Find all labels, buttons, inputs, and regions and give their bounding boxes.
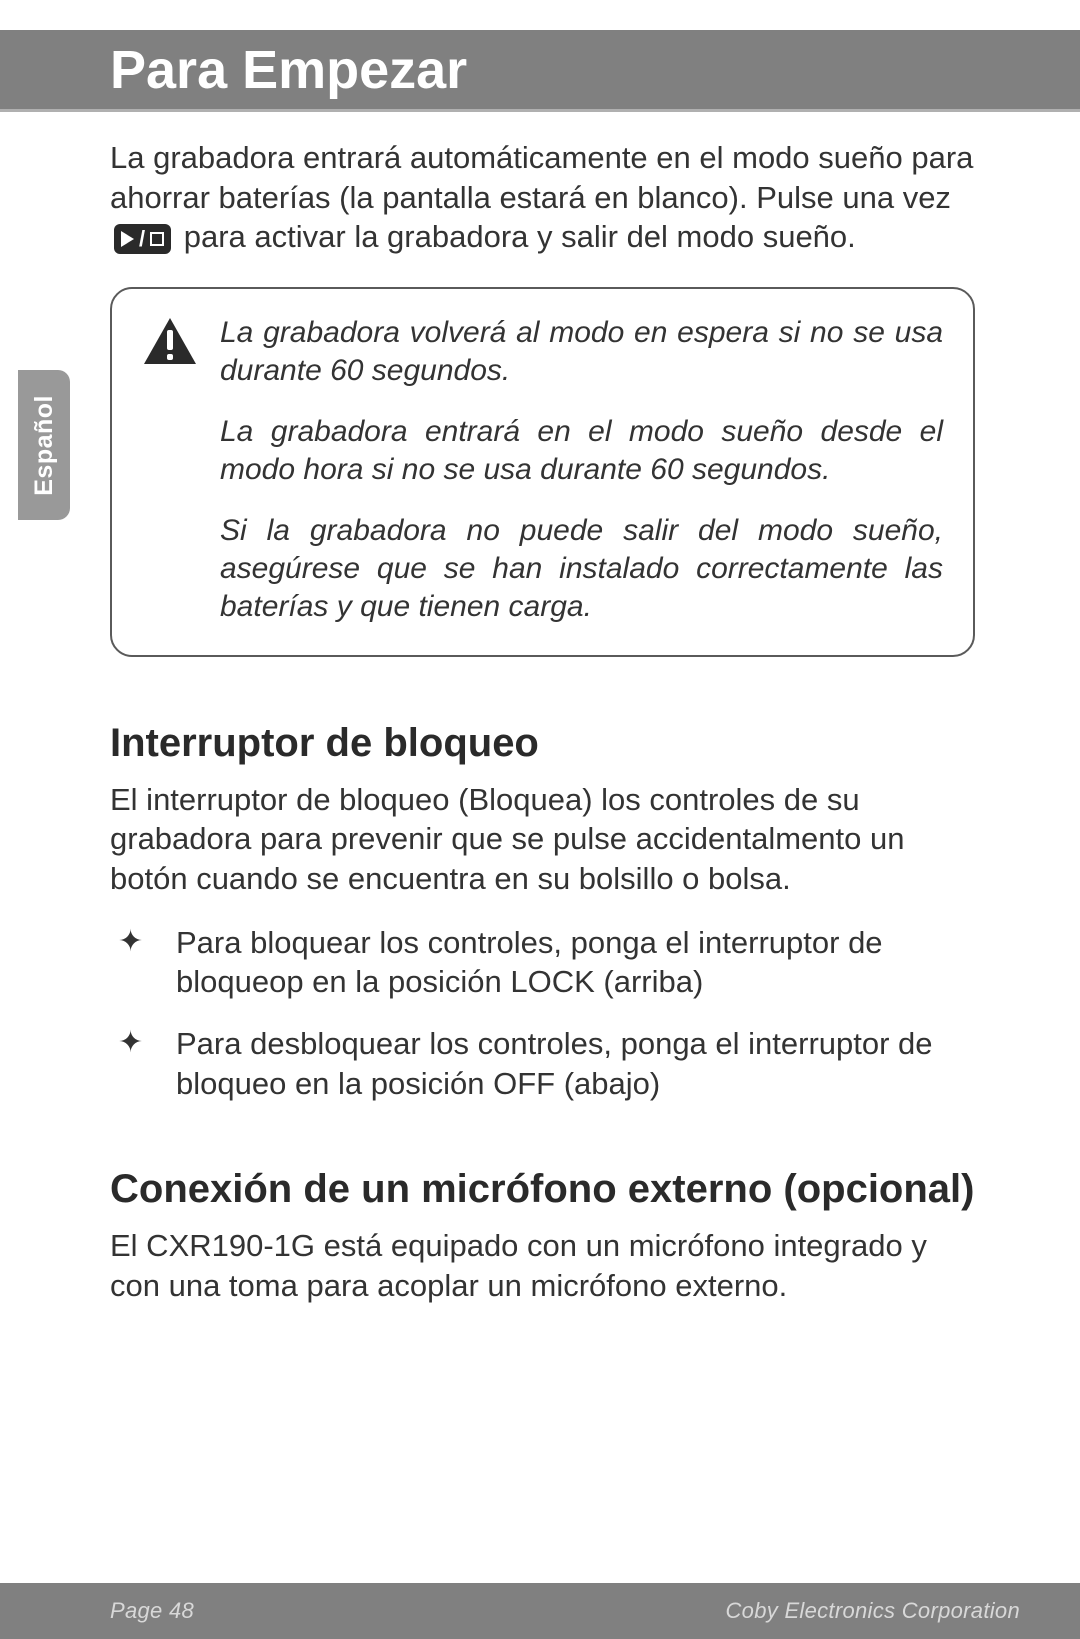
warning-icon: [142, 316, 198, 627]
section-heading-lock: Interruptor de bloqueo: [110, 721, 975, 766]
note-paragraph-2: La grabadora entrará en el modo sueño de…: [220, 413, 943, 490]
intro-text-part2: para activar la grabadora y salir del mo…: [175, 219, 856, 254]
footer-company: Coby Electronics Corporation: [725, 1598, 1020, 1624]
note-paragraph-1: La grabadora volverá al modo en espera s…: [220, 314, 943, 391]
stop-square-icon: [150, 232, 164, 246]
section-body-lock: El interruptor de bloqueo (Bloquea) los …: [110, 780, 975, 899]
list-item: ✦ Para desbloquear los controles, ponga …: [110, 1024, 975, 1103]
warning-note-box: La grabadora volverá al modo en espera s…: [110, 287, 975, 657]
bullet-text: Para bloquear los controles, ponga el in…: [176, 923, 975, 1002]
star-bullet-icon: ✦: [118, 923, 144, 1002]
play-stop-icon: /: [114, 224, 171, 254]
note-paragraph-3: Si la grabadora no puede salir del modo …: [220, 512, 943, 627]
footer-bar: Page 48 Coby Electronics Corporation: [0, 1583, 1080, 1639]
bullet-text: Para desbloquear los controles, ponga el…: [176, 1024, 975, 1103]
section-heading-mic: Conexión de un micrófono externo (opcion…: [110, 1167, 975, 1212]
header-bar: Para Empezar: [0, 30, 1080, 112]
star-bullet-icon: ✦: [118, 1024, 144, 1103]
side-tab-label: Español: [30, 395, 59, 496]
intro-text-part1: La grabadora entrará automáticamente en …: [110, 140, 973, 215]
note-texts: La grabadora volverá al modo en espera s…: [220, 314, 943, 627]
footer-page-number: Page 48: [110, 1598, 194, 1624]
note-inner: La grabadora volverá al modo en espera s…: [142, 314, 943, 627]
play-triangle-icon: [121, 231, 134, 247]
section-body-mic: El CXR190-1G está equipado con un micróf…: [110, 1226, 975, 1305]
page-title: Para Empezar: [110, 39, 467, 101]
slash-icon: /: [139, 228, 145, 250]
language-side-tab: Español: [18, 370, 70, 520]
content-area: La grabadora entrará automáticamente en …: [110, 138, 975, 1330]
intro-paragraph: La grabadora entrará automáticamente en …: [110, 138, 975, 257]
list-item: ✦ Para bloquear los controles, ponga el …: [110, 923, 975, 1002]
